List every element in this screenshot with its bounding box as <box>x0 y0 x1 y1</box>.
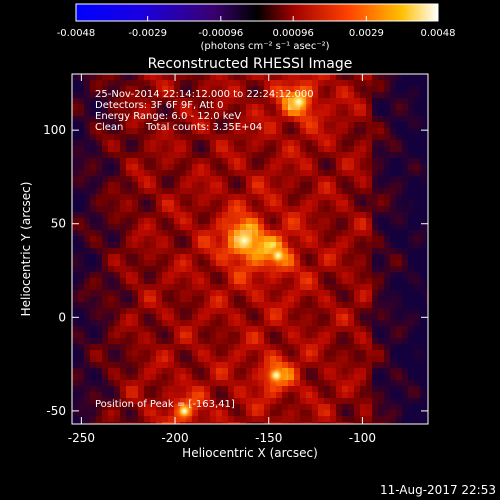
algorithm-text: Clean <box>95 122 123 133</box>
y-tick-label: -50 <box>46 404 66 418</box>
x-axis-label: Heliocentric X (arcsec) <box>182 446 318 460</box>
colorbar-tick-label: 0.0029 <box>349 28 384 39</box>
colorbar-tick-label: -0.0029 <box>128 28 167 39</box>
footer-date: 11-Aug-2017 22:53 <box>380 483 496 497</box>
colorbar-tick-labels: -0.0048 -0.0029 -0.00096 0.00096 0.0029 0.004… <box>57 28 456 39</box>
bright-source <box>267 244 290 267</box>
x-axis-ticks: -250 -200 -150 -100 <box>68 74 376 445</box>
plot-title: Reconstructed RHESSI Image <box>148 56 353 72</box>
total-counts-text: Total counts: 3.35E+04 <box>145 122 262 133</box>
bright-source <box>264 363 288 387</box>
annotations: 25-Nov-2014 22:14:12.000 to 22:24:12.000… <box>95 89 314 410</box>
colorbar <box>75 3 439 22</box>
colorbar-units: (photons cm⁻² s⁻¹ asec⁻²) <box>200 41 329 52</box>
colorbar-ticks <box>75 16 439 21</box>
colorbar-tick-label: -0.00096 <box>198 28 243 39</box>
x-tick-label: -100 <box>349 431 376 445</box>
x-tick-label: -150 <box>255 431 282 445</box>
colorbar-tick-label: -0.0048 <box>57 28 96 39</box>
y-axis-label: Heliocentric Y (arcsec) <box>19 182 33 317</box>
colorbar-tick-label: 0.00096 <box>273 28 314 39</box>
bright-source <box>285 88 313 116</box>
y-tick-label: 0 <box>58 310 66 324</box>
peak-position-text: Position of Peak = [-163,41] <box>95 399 235 410</box>
y-tick-label: 100 <box>43 123 66 137</box>
y-axis-ticks: 100 50 0 -50 <box>43 123 428 418</box>
time-range-text: 25-Nov-2014 22:14:12.000 to 22:24:12.000 <box>95 89 314 100</box>
y-tick-label: 50 <box>51 217 66 231</box>
bright-source <box>228 224 261 257</box>
bright-source <box>173 400 195 422</box>
x-tick-label: -250 <box>68 431 95 445</box>
plot-frame <box>71 73 429 425</box>
energy-range-text: Energy Range: 6.0 - 12.0 keV <box>95 111 241 122</box>
detectors-text: Detectors: 3F 6F 9F, Att 0 <box>95 100 223 111</box>
colorbar-tick-label: 0.0048 <box>421 28 456 39</box>
x-tick-label: -200 <box>161 431 188 445</box>
rhessi-image <box>72 74 428 424</box>
